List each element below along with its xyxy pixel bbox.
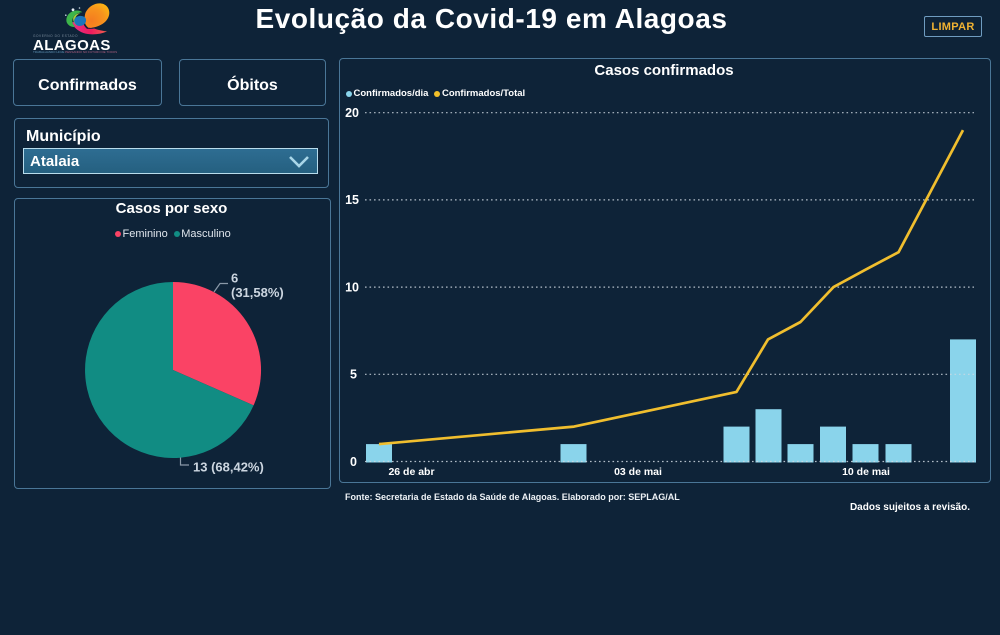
svg-text:26 de abr: 26 de abr — [388, 466, 434, 478]
svg-text:03 de mai: 03 de mai — [614, 466, 662, 478]
svg-text:20: 20 — [345, 106, 359, 120]
svg-text:10: 10 — [345, 280, 359, 294]
svg-text:10 de mai: 10 de mai — [842, 466, 890, 478]
svg-text:6: 6 — [231, 271, 238, 286]
svg-text:15: 15 — [345, 193, 359, 207]
svg-text:13 (68,42%): 13 (68,42%) — [193, 460, 264, 475]
svg-text:(31,58%): (31,58%) — [231, 285, 284, 300]
svg-text:5: 5 — [350, 368, 357, 382]
svg-text:0: 0 — [350, 455, 357, 469]
